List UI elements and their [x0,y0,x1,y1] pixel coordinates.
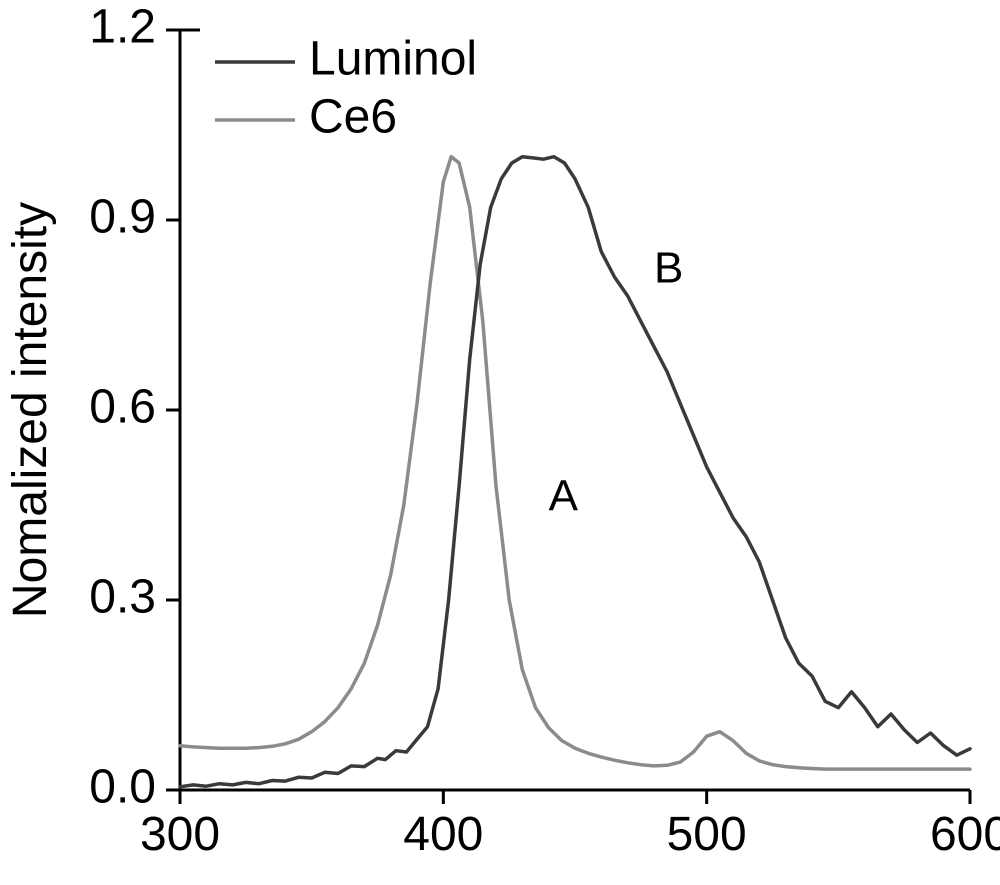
x-tick-label: 600 [930,808,1000,861]
chart-svg: Nomalized intensity 0.0 0.3 0.6 0.9 1.2 300 400… [0,0,1000,885]
x-tick-label: 300 [140,808,220,861]
spectra-chart: Nomalized intensity 0.0 0.3 0.6 0.9 1.2 300 400… [0,0,1000,885]
axes [180,30,970,790]
y-tick-label: 0.6 [89,381,156,434]
series-ce6 [180,157,970,769]
annotation-a: A [549,471,579,520]
y-tick-label: 0.3 [89,571,156,624]
legend-label-ce6: Ce6 [309,91,397,144]
annotation-b: B [654,243,683,292]
y-tick-label: 0.0 [89,761,156,814]
y-tick-label: 1.2 [89,1,156,54]
y-axis-label: Nomalized intensity [4,202,57,618]
x-tick-label: 400 [403,808,483,861]
y-tick-label: 0.9 [89,191,156,244]
legend-label-luminol: Luminol [309,33,477,86]
x-tick-label: 500 [667,808,747,861]
